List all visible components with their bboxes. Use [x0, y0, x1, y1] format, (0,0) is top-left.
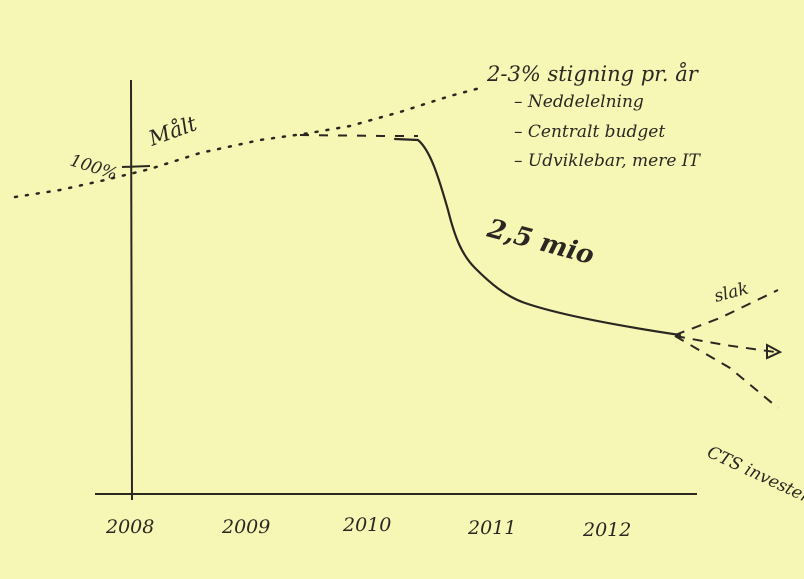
x-tick-label-2012: 2012: [582, 519, 631, 541]
scenario-up-line: [674, 289, 779, 336]
x-tick-label-2009: 2009: [221, 516, 270, 538]
scenario-down-line: [674, 335, 779, 409]
series-measured-dashes: [299, 134, 418, 137]
scenario-cts-label: CTS investering: [704, 442, 804, 519]
scenario-flat-line: [674, 335, 776, 353]
series-measured-line: [13, 86, 482, 199]
x-tick-label-2011: 2011: [467, 517, 516, 539]
x-tick-label-2010: 2010: [342, 514, 391, 536]
y-tick-label: 100%: [67, 151, 119, 185]
growth-bullet-2: – Centralt budget: [514, 122, 665, 142]
growth-note: 2-3% stigning pr. år: [486, 62, 700, 86]
growth-bullet-1: – Neddelelning: [514, 92, 644, 112]
series-measured-label: Målt: [145, 111, 201, 151]
series-actual-label: 2,5 mio: [483, 214, 597, 271]
scenario-slack-label: slak: [712, 279, 751, 307]
y-tick-100: [121, 165, 151, 168]
scenario-flat-arrow: [766, 343, 783, 360]
y-axis: [130, 79, 133, 501]
x-tick-label-2008: 2008: [105, 516, 154, 538]
series-actual-line: [393, 137, 682, 337]
growth-bullet-3: – Udviklebar, mere IT: [514, 151, 702, 171]
